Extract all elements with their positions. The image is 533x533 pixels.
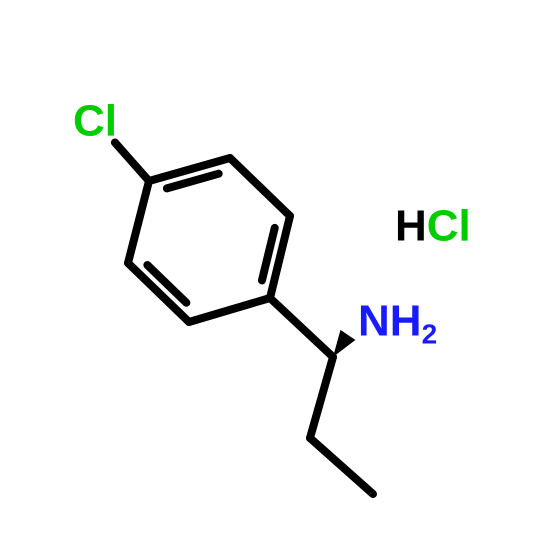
bond bbox=[128, 181, 149, 263]
bond bbox=[310, 438, 373, 494]
atom-label: NH2 bbox=[358, 296, 437, 349]
bond bbox=[230, 158, 290, 216]
atom-label: HCl bbox=[395, 201, 471, 250]
bond bbox=[310, 357, 333, 438]
wedge-bond bbox=[333, 330, 355, 357]
atom-label: Cl bbox=[73, 96, 117, 145]
bond bbox=[115, 142, 149, 181]
bond bbox=[189, 298, 270, 322]
molecule-diagram: Cl NH2 HCl bbox=[0, 0, 533, 533]
bond bbox=[270, 298, 333, 357]
